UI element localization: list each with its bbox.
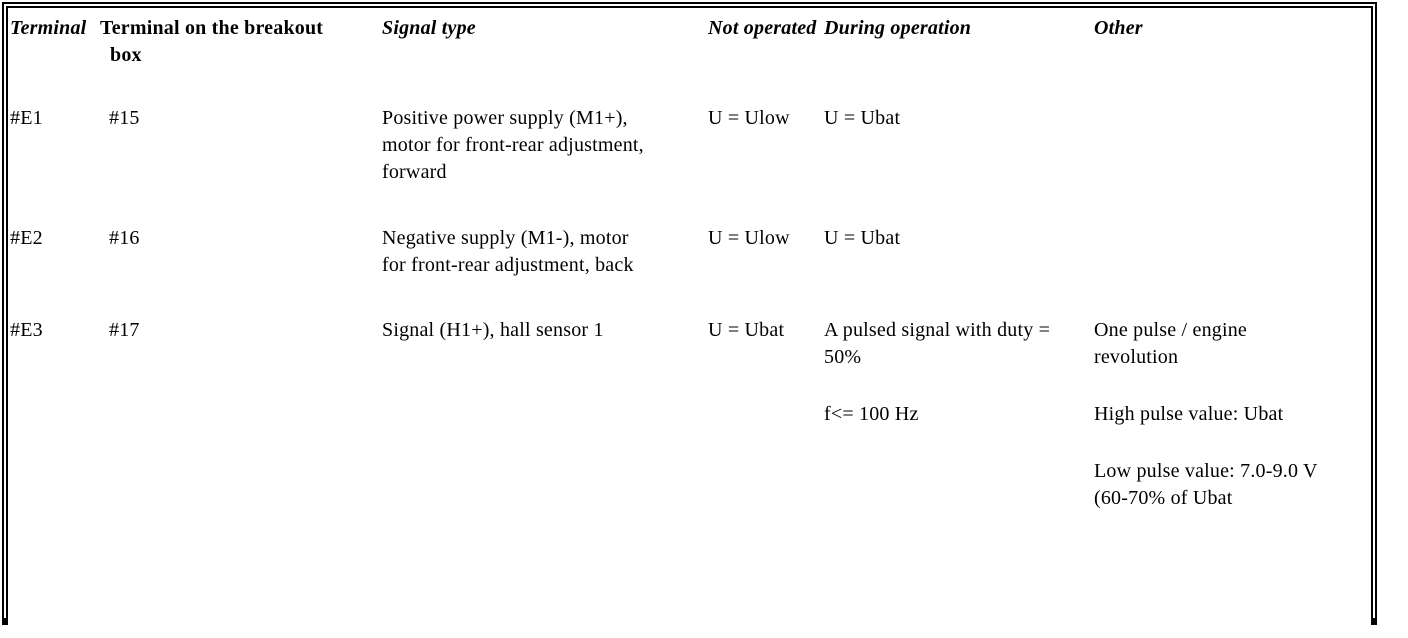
- cell-paragraph: High pulse value: Ubat: [1094, 403, 1284, 425]
- cell-not-operated: U = Ulow: [708, 107, 790, 129]
- cell-paragraph: Low pulse value: 7.0-9.0 V (60-70% of Ub…: [1094, 460, 1318, 509]
- cell-paragraph: f<= 100 Hz: [824, 403, 919, 425]
- col-header-terminal: Terminal: [10, 17, 87, 39]
- border-foot-left: [2, 618, 8, 625]
- cell-signal-type: Positive power supply (M1+), motor for f…: [382, 107, 644, 183]
- cell-signal-type: Signal (H1+), hall sensor 1: [382, 319, 604, 341]
- cell-other: One pulse / engine revolution High pulse…: [1094, 317, 1371, 512]
- col-header-signal-type: Signal type: [382, 17, 476, 39]
- cell-breakout: #15: [109, 107, 140, 129]
- cell-terminal: #E1: [10, 107, 43, 129]
- cell-during-operation: U = Ubat: [824, 227, 901, 249]
- cell-paragraph: One pulse / engine revolution: [1094, 319, 1248, 368]
- cell-terminal: #E3: [10, 319, 43, 341]
- cell-not-operated: U = Ulow: [708, 227, 790, 249]
- col-header-breakout-box: Terminal on the breakout box: [100, 17, 324, 66]
- table-row-e2: #E2 #16 Negative supply (M1-), motor for…: [10, 225, 1371, 317]
- border-foot-right: [1371, 618, 1377, 625]
- table-header-row: Terminal Terminal on the breakout box Si…: [10, 15, 1371, 105]
- table-row-e1: #E1 #15 Positive power supply (M1+), mot…: [10, 105, 1371, 225]
- cell-not-operated: U = Ubat: [708, 319, 785, 341]
- col-header-other: Other: [1094, 17, 1143, 39]
- cell-during-operation: U = Ubat: [824, 107, 901, 129]
- cell-during-operation: A pulsed signal with duty = 50% f<= 100 …: [824, 317, 1094, 428]
- cell-paragraph: A pulsed signal with duty = 50%: [824, 319, 1051, 368]
- cell-breakout: #16: [109, 227, 140, 249]
- cell-breakout: #17: [109, 319, 140, 341]
- table-row-e3: #E3 #17 Signal (H1+), hall sensor 1 U = …: [10, 317, 1371, 512]
- col-header-not-operated: Not operated: [708, 17, 817, 39]
- cell-terminal: #E2: [10, 227, 43, 249]
- terminal-signal-table: Terminal Terminal on the breakout box Si…: [2, 2, 1377, 625]
- cell-signal-type: Negative supply (M1-), motor for front-r…: [382, 227, 634, 276]
- col-header-during-operation: During operation: [824, 17, 972, 39]
